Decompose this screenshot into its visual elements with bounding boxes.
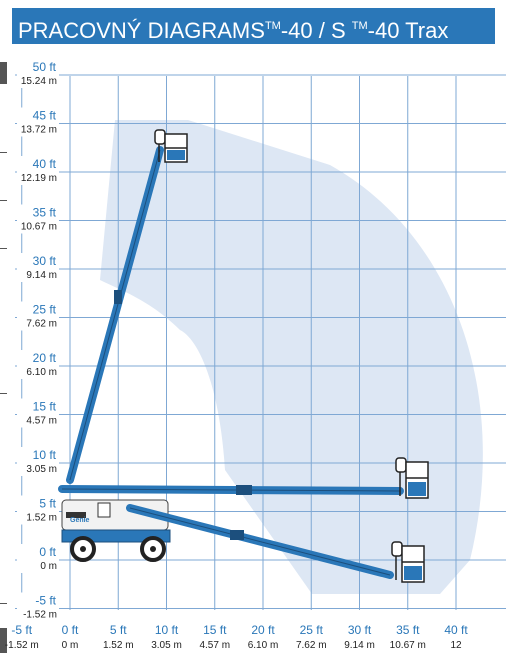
x-tick-label-ft: 15 ft	[203, 623, 227, 637]
x-tick-label-m: 6.10 m	[248, 640, 279, 651]
left-edge-strip-bottom	[0, 628, 7, 653]
x-tick-label-m: 4.57 m	[199, 640, 230, 651]
title-model-end: -40 Trax	[367, 18, 449, 43]
y-tick-label-ft: 5 ft	[39, 497, 56, 511]
grid	[15, 74, 506, 610]
y-label-background	[17, 398, 59, 428]
boom-horizontal-edge	[61, 488, 401, 492]
y-label-background	[17, 350, 59, 379]
boom-joint	[230, 530, 244, 540]
y-label-background	[17, 107, 59, 137]
y-tick-label-ft: 10 ft	[33, 448, 57, 462]
x-tick-label-ft: 5 ft	[110, 623, 127, 637]
y-tick-label-ft: 35 ft	[33, 206, 57, 220]
x-tick-label-ft: 30 ft	[348, 623, 372, 637]
x-tick-label-ft: 10 ft	[155, 623, 179, 637]
left-edge-tick	[0, 248, 7, 249]
left-edge-strip-top	[0, 62, 7, 84]
y-label-background	[17, 544, 59, 573]
y-tick-label-m: 10.67 m	[21, 222, 57, 233]
boom-joint	[236, 485, 252, 495]
x-tick-label-ft: 0 ft	[62, 623, 79, 637]
y-tick-label-m: 7.62 m	[26, 319, 57, 330]
boom-max-height-edge	[69, 149, 161, 481]
x-tick-label-m: 10.67 m	[390, 640, 426, 651]
diagram-title: PRACOVNÝ DIAGRAMSTM-40 / S TM-40 Trax	[12, 8, 495, 44]
brand-logo: Genie	[70, 517, 90, 524]
y-tick-label-m: 9.14 m	[26, 270, 57, 281]
wheel-icon	[140, 536, 166, 562]
x-tick-label-m: 0 m	[62, 640, 79, 651]
x-tick-label-ft: 40 ft	[444, 623, 468, 637]
platform-basket-icon	[154, 129, 188, 163]
boom-joint	[114, 290, 122, 304]
y-tick-label-ft: -5 ft	[35, 594, 56, 608]
title-main: PRACOVNÝ DIAGRAMS	[18, 18, 265, 43]
y-tick-label-ft: 20 ft	[33, 351, 57, 365]
machine-chassis-icon: Genie	[61, 499, 171, 543]
y-label-background	[17, 301, 59, 331]
y-tick-label-m: -1.52 m	[23, 610, 57, 621]
platform-basket-icon	[395, 457, 429, 499]
left-edge-tick	[0, 603, 7, 604]
x-tick-label-ft: 25 ft	[300, 623, 324, 637]
y-tick-label-m: 3.05 m	[26, 464, 57, 475]
title-model-mid: -40 / S	[280, 18, 352, 43]
x-tick-label-ft: 20 ft	[251, 623, 275, 637]
x-tick-label-m: 7.62 m	[296, 640, 327, 651]
left-edge-tick	[0, 393, 7, 394]
y-tick-label-ft: 25 ft	[33, 303, 57, 317]
y-tick-label-m: 6.10 m	[26, 367, 57, 378]
y-label-background	[17, 447, 59, 476]
y-label-background	[17, 495, 59, 525]
y-tick-label-ft: 40 ft	[33, 157, 57, 171]
left-edge-tick	[0, 152, 7, 153]
x-tick-label-m: 12	[450, 640, 462, 651]
y-tick-label-ft: 30 ft	[33, 254, 57, 268]
working-envelope	[100, 120, 483, 594]
y-tick-label-ft: 15 ft	[33, 400, 57, 414]
y-tick-label-m: 13.72 m	[21, 125, 57, 136]
y-label-background	[17, 59, 59, 88]
y-tick-label-ft: 0 ft	[39, 545, 56, 559]
y-tick-label-m: 4.57 m	[26, 416, 57, 427]
x-tick-label-m: 1.52 m	[103, 640, 134, 651]
x-tick-label-ft: -5 ft	[11, 623, 32, 637]
y-tick-label-m: 1.52 m	[26, 513, 57, 524]
y-label-background	[17, 156, 59, 185]
platform-basket-icon	[391, 541, 425, 583]
title-trademark-1: TM	[264, 20, 281, 32]
x-tick-label-m: -1.52 m	[5, 640, 39, 651]
boom-below-grade-edge	[129, 507, 391, 576]
title-trademark-2: TM	[351, 20, 368, 32]
left-edge-tick	[0, 200, 7, 201]
y-tick-label-ft: 45 ft	[33, 109, 57, 123]
y-label-background	[17, 592, 59, 622]
x-tick-label-m: 9.14 m	[344, 640, 375, 651]
y-tick-label-m: 15.24 m	[21, 76, 57, 87]
x-axis-labels: -5 ft -1.52 m 0 ft 0 m 5 ft 1.52 m 10 ft 3.05 m…	[5, 623, 469, 651]
wheel-icon	[70, 536, 96, 562]
y-tick-label-ft: 50 ft	[33, 60, 57, 74]
y-tick-label-m: 12.19 m	[21, 173, 57, 184]
x-tick-label-ft: 35 ft	[396, 623, 420, 637]
y-label-background	[17, 204, 59, 234]
y-tick-label-m: 0 m	[40, 561, 57, 572]
y-axis-labels: 50 ft 15.24 m 45 ft 13.72 m 40 ft 12.19 m 35 f…	[17, 59, 59, 622]
x-tick-label-m: 3.05 m	[151, 640, 182, 651]
y-label-background	[17, 253, 59, 282]
